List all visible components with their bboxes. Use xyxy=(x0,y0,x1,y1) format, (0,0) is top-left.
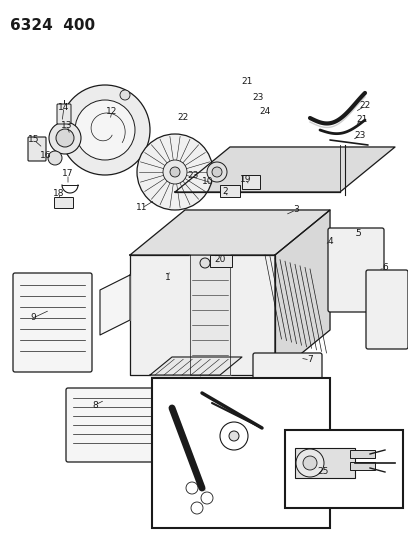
Text: 21: 21 xyxy=(356,116,368,125)
Bar xyxy=(350,450,375,458)
Text: 7: 7 xyxy=(307,356,313,365)
FancyBboxPatch shape xyxy=(55,198,73,208)
Polygon shape xyxy=(100,275,130,335)
Bar xyxy=(295,448,355,478)
Circle shape xyxy=(56,129,74,147)
Text: 8: 8 xyxy=(92,400,98,409)
Circle shape xyxy=(229,431,239,441)
Circle shape xyxy=(60,85,150,175)
Circle shape xyxy=(137,134,213,210)
Text: 6324  400: 6324 400 xyxy=(10,18,95,33)
Text: 18: 18 xyxy=(53,189,65,198)
Polygon shape xyxy=(175,147,395,192)
FancyBboxPatch shape xyxy=(66,388,165,462)
Text: 2: 2 xyxy=(222,187,228,196)
FancyBboxPatch shape xyxy=(366,270,408,349)
Text: 22: 22 xyxy=(359,101,370,110)
Circle shape xyxy=(163,160,187,184)
Polygon shape xyxy=(130,255,275,375)
Text: 20: 20 xyxy=(214,255,226,264)
FancyBboxPatch shape xyxy=(253,353,322,422)
Text: 17: 17 xyxy=(62,169,74,179)
Text: 10: 10 xyxy=(202,177,214,187)
FancyBboxPatch shape xyxy=(328,228,384,312)
Circle shape xyxy=(49,122,81,154)
Text: 13: 13 xyxy=(61,120,73,130)
Text: 3: 3 xyxy=(293,206,299,214)
Text: 5: 5 xyxy=(355,229,361,238)
Text: 25: 25 xyxy=(317,467,329,477)
Polygon shape xyxy=(190,255,230,375)
Text: 22: 22 xyxy=(177,114,188,123)
Bar xyxy=(350,462,375,470)
Circle shape xyxy=(170,167,180,177)
Circle shape xyxy=(75,100,135,160)
Text: 4: 4 xyxy=(327,237,333,246)
Text: 14: 14 xyxy=(58,102,70,111)
Text: 9: 9 xyxy=(30,313,36,322)
Text: 16: 16 xyxy=(40,150,52,159)
Text: 12: 12 xyxy=(106,107,118,116)
Bar xyxy=(152,378,330,528)
Circle shape xyxy=(200,258,210,268)
Text: 24: 24 xyxy=(259,108,271,117)
Text: 11: 11 xyxy=(136,204,148,213)
FancyBboxPatch shape xyxy=(13,273,92,372)
Circle shape xyxy=(48,151,62,165)
Polygon shape xyxy=(275,210,330,375)
Text: 23: 23 xyxy=(187,171,199,180)
Bar xyxy=(285,430,403,508)
Polygon shape xyxy=(150,357,242,375)
Text: 1: 1 xyxy=(165,272,171,281)
Bar xyxy=(210,255,232,267)
Bar xyxy=(220,185,240,197)
Text: 19: 19 xyxy=(240,175,252,184)
Polygon shape xyxy=(130,210,330,255)
Circle shape xyxy=(212,167,222,177)
Text: 23: 23 xyxy=(252,93,264,101)
FancyBboxPatch shape xyxy=(28,137,46,161)
Circle shape xyxy=(303,456,317,470)
Text: 15: 15 xyxy=(28,135,40,144)
FancyBboxPatch shape xyxy=(57,104,71,124)
Text: 6: 6 xyxy=(382,263,388,272)
Text: 21: 21 xyxy=(241,77,253,86)
Text: 23: 23 xyxy=(354,132,366,141)
Circle shape xyxy=(207,162,227,182)
Circle shape xyxy=(120,90,130,100)
Bar xyxy=(242,175,260,189)
Circle shape xyxy=(296,449,324,477)
